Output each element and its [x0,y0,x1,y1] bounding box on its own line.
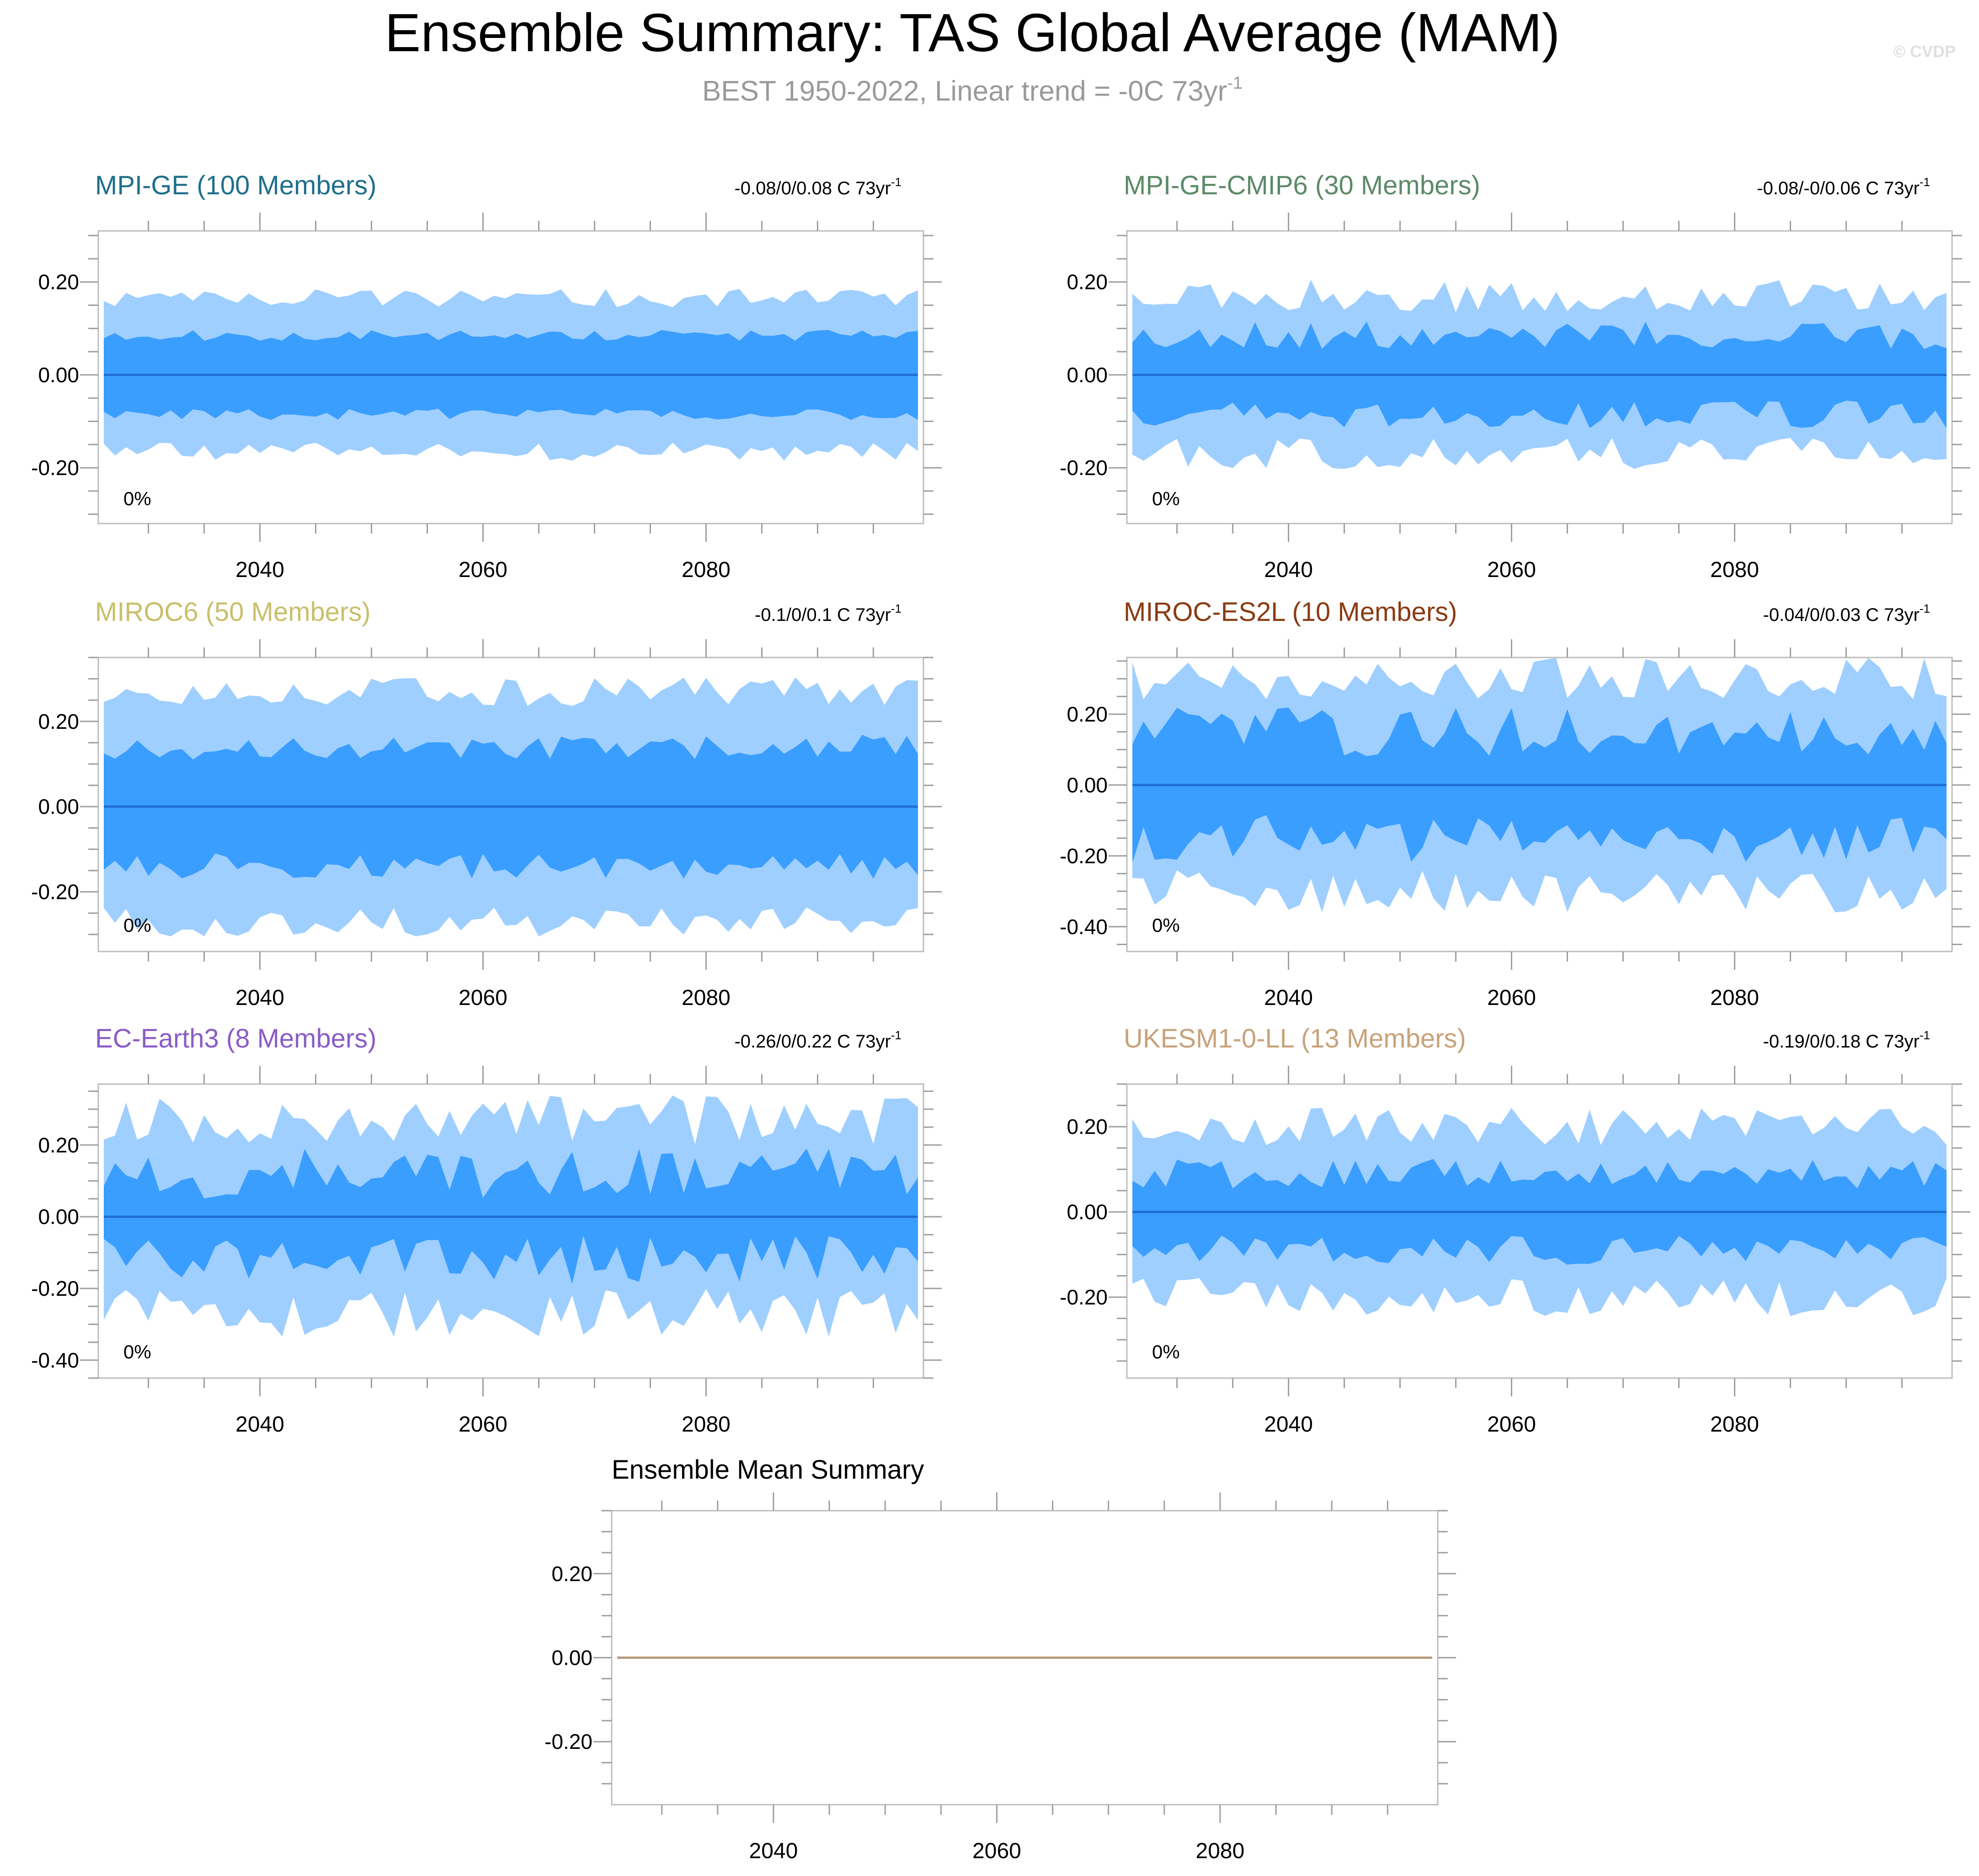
trend-sup: -1 [891,602,901,615]
y-tick-label: 0.00 [1067,363,1108,387]
trend-sup: -1 [891,175,901,189]
y-tick-label: 0.00 [551,1646,592,1670]
percent-label: 0% [123,1341,151,1363]
chart-panel-5: 0.20 0.00 -0.20 2040 2060 2080 UKESM1-0-LL (13… [1060,1024,1970,1437]
x-tick-label: 2080 [682,1412,731,1437]
x-tick-label: 2040 [1264,986,1313,1010]
y-tick-label: 0.20 [551,1562,592,1586]
trend-text: -0.08/0/0.08 C 73yr [734,178,891,198]
y-tick-label: 0.00 [38,795,79,818]
x-tick-label: 2040 [235,986,284,1010]
trend-text: -0.1/0/0.1 C 73yr [755,605,891,625]
trend-sup: -1 [1920,175,1930,189]
percent-label: 0% [123,488,151,509]
x-tick-label: 2060 [972,1839,1021,1863]
panel-title: MPI-GE-CMIP6 (30 Members) [1124,171,1480,200]
trend-sup: -1 [1920,1028,1930,1042]
y-tick-label: -0.20 [31,1277,79,1300]
x-tick-label: 2080 [1196,1839,1245,1863]
x-tick-label: 2060 [1487,1412,1536,1437]
percent-label: 0% [1152,1341,1180,1363]
panel-title: UKESM1-0-LL (13 Members) [1124,1024,1466,1053]
y-tick-label: -0.20 [544,1730,592,1753]
y-tick-label: -0.20 [31,456,79,480]
panel-title: MPI-GE (100 Members) [95,171,377,200]
chart-panel-3: 0.20 0.00 -0.20 -0.40 2040 2060 2080 MIROC-ES2L… [1060,597,1970,1010]
chart-panel-1: 0.20 0.00 -0.20 2040 2060 2080 MPI-GE-CMIP6 (3… [1060,171,1970,582]
x-tick-label: 2060 [1487,558,1536,582]
trend-annotation: -0.04/0/0.03 C 73yr-1 [1763,602,1930,625]
panel-title: Ensemble Mean Summary [612,1455,924,1485]
y-tick-label: 0.20 [38,1133,79,1157]
trend-text: -0.04/0/0.03 C 73yr [1763,605,1919,625]
x-tick-label: 2040 [749,1839,798,1863]
y-tick-label: 0.00 [38,1205,79,1229]
x-tick-label: 2040 [1264,558,1313,582]
figure-subtitle-main: BEST 1950-2022, Linear trend = -0C 73yr [702,75,1227,107]
chart-panel-4: 0.20 0.00 -0.20 -0.40 2040 2060 2080 EC-Earth3 … [31,1024,942,1437]
panel-title: MIROC6 (50 Members) [95,597,371,627]
trend-annotation: -0.26/0/0.22 C 73yr-1 [734,1028,901,1052]
y-tick-label: 0.00 [38,363,79,387]
chart-panel-2: 0.20 0.00 -0.20 2040 2060 2080 MIROC6 (50 Memb… [31,597,942,1010]
trend-annotation: -0.08/0/0.08 C 73yr-1 [734,175,901,198]
x-tick-label: 2060 [459,558,507,582]
y-tick-label: 0.00 [1067,773,1108,797]
x-tick-label: 2060 [1487,986,1536,1010]
y-tick-label: -0.40 [1060,915,1108,939]
x-tick-label: 2080 [682,986,731,1010]
trend-sup: -1 [891,1028,901,1042]
y-tick-label: 0.20 [38,710,79,733]
y-tick-label: 0.20 [1067,1115,1108,1138]
trend-annotation: -0.08/-0/0.06 C 73yr-1 [1757,175,1930,198]
x-tick-label: 2080 [1710,986,1759,1010]
percent-label: 0% [1152,488,1180,509]
y-tick-label: -0.20 [31,880,79,904]
y-tick-label: 0.00 [1067,1200,1108,1224]
x-tick-label: 2060 [459,986,507,1010]
trend-text: -0.19/0/0.18 C 73yr [1763,1032,1919,1052]
y-tick-label: 0.20 [1067,270,1108,294]
x-tick-label: 2080 [682,558,731,582]
x-tick-label: 2040 [235,558,284,582]
trend-text: -0.26/0/0.22 C 73yr [734,1032,891,1052]
figure-subtitle-sup: -1 [1227,74,1243,93]
trend-annotation: -0.19/0/0.18 C 73yr-1 [1763,1028,1930,1052]
percent-label: 0% [1152,914,1180,936]
x-tick-label: 2080 [1710,558,1759,582]
x-tick-label: 2060 [459,1412,507,1437]
figure-title: Ensemble Summary: TAS Global Average (MA… [385,3,1560,63]
figure-subtitle: BEST 1950-2022, Linear trend = -0C 73yr-… [702,74,1243,107]
chart-panel-6: 0.20 0.00 -0.20 2040 2060 2080 Ensemble Mean S… [544,1455,1456,1863]
panel-title: MIROC-ES2L (10 Members) [1124,597,1457,627]
y-tick-label: -0.40 [31,1348,79,1372]
trend-text: -0.08/-0/0.06 C 73yr [1757,178,1920,198]
x-tick-label: 2080 [1710,1412,1759,1437]
y-tick-label: -0.20 [1060,456,1108,480]
trend-sup: -1 [1920,602,1930,615]
y-tick-label: 0.20 [1067,702,1108,726]
x-tick-label: 2040 [1264,1412,1313,1437]
percent-label: 0% [123,914,151,936]
x-tick-label: 2040 [235,1412,284,1437]
y-tick-label: 0.20 [38,270,79,294]
watermark: © CVDP [1893,42,1956,61]
trend-annotation: -0.1/0/0.1 C 73yr-1 [755,602,901,625]
y-tick-label: -0.20 [1060,1285,1108,1309]
chart-panel-0: 0.20 0.00 -0.20 2040 2060 2080 MPI-GE (100 Mem… [31,171,942,582]
y-tick-label: -0.20 [1060,844,1108,868]
panels: 0.20 0.00 -0.20 2040 2060 2080 MPI-GE (100 Mem… [31,171,1970,1863]
panel-title: EC-Earth3 (8 Members) [95,1024,377,1053]
